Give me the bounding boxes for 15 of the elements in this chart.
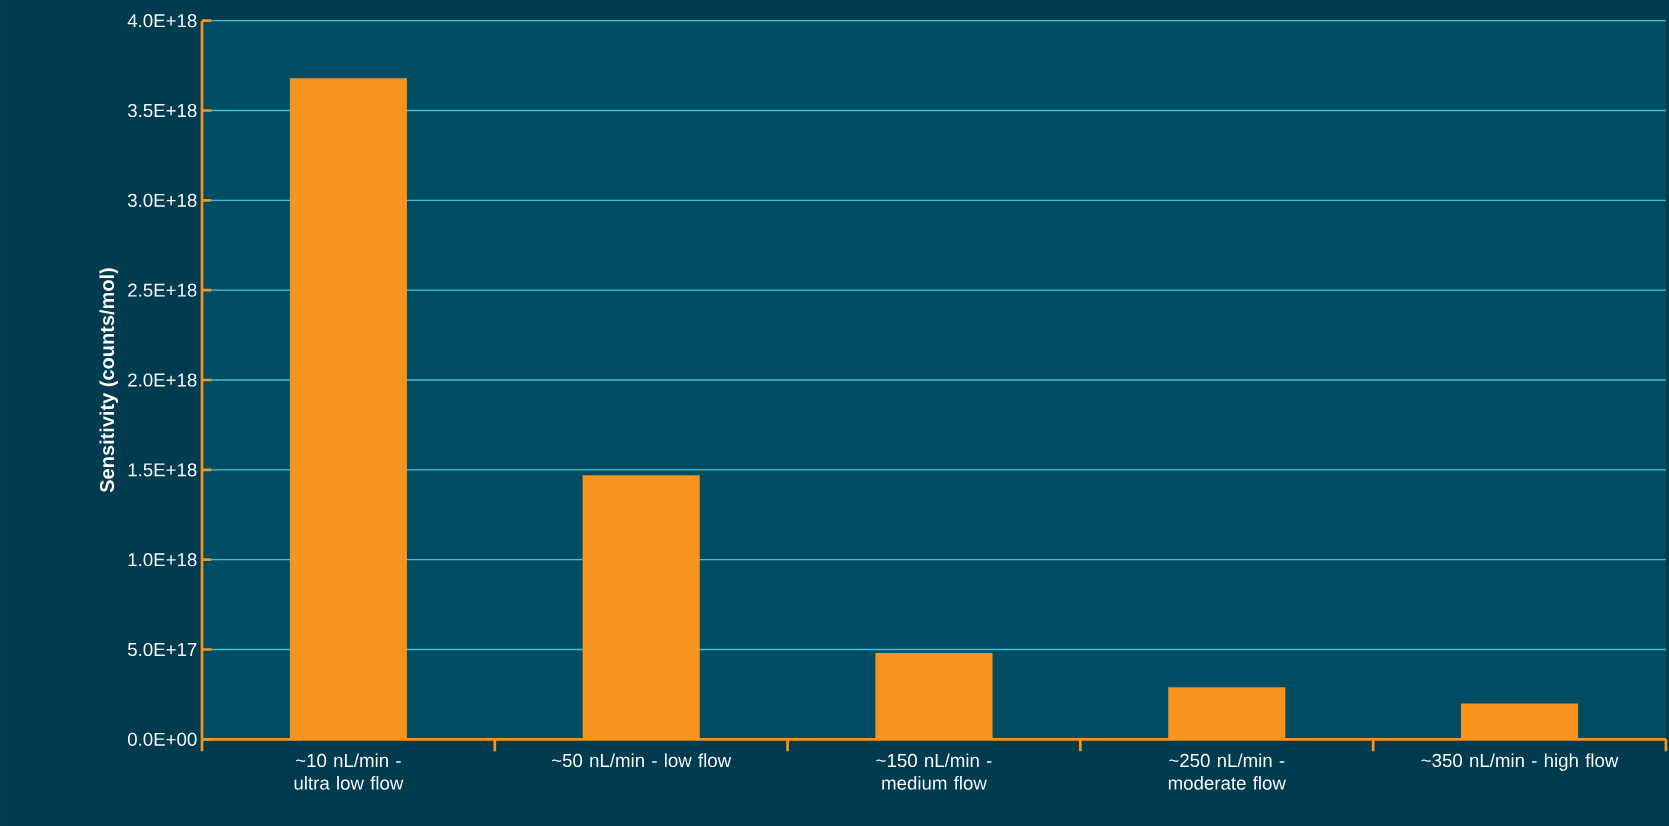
- y-axis-title: Sensitivity (counts/mol): [99, 268, 119, 493]
- x-tick-label: ~250 nL/min - moderate flow: [1168, 753, 1286, 790]
- y-tick-label: 5.0E+17: [127, 642, 197, 657]
- y-tick-label: 4.0E+18: [127, 14, 197, 28]
- y-tick-label: 2.5E+18: [128, 283, 197, 297]
- x-tick-label: ~350 nL/min - high flow: [1421, 753, 1619, 771]
- y-tick-label: 1.5E+18: [128, 463, 197, 477]
- y-tick-label: 3.0E+18: [127, 193, 197, 207]
- y-tick-label: 3.5E+18: [127, 103, 197, 118]
- x-tick-label: ~10 nL/min - ultra low flow: [294, 753, 404, 790]
- y-tick-label: 0.0E+00: [127, 732, 197, 746]
- x-tick-label: ~150 nL/min - medium flow: [876, 753, 992, 790]
- y-tick-label: 2.0E+18: [128, 373, 197, 387]
- y-tick-label: 1.0E+18: [128, 553, 197, 567]
- x-tick-label: ~50 nL/min - low flow: [552, 753, 732, 768]
